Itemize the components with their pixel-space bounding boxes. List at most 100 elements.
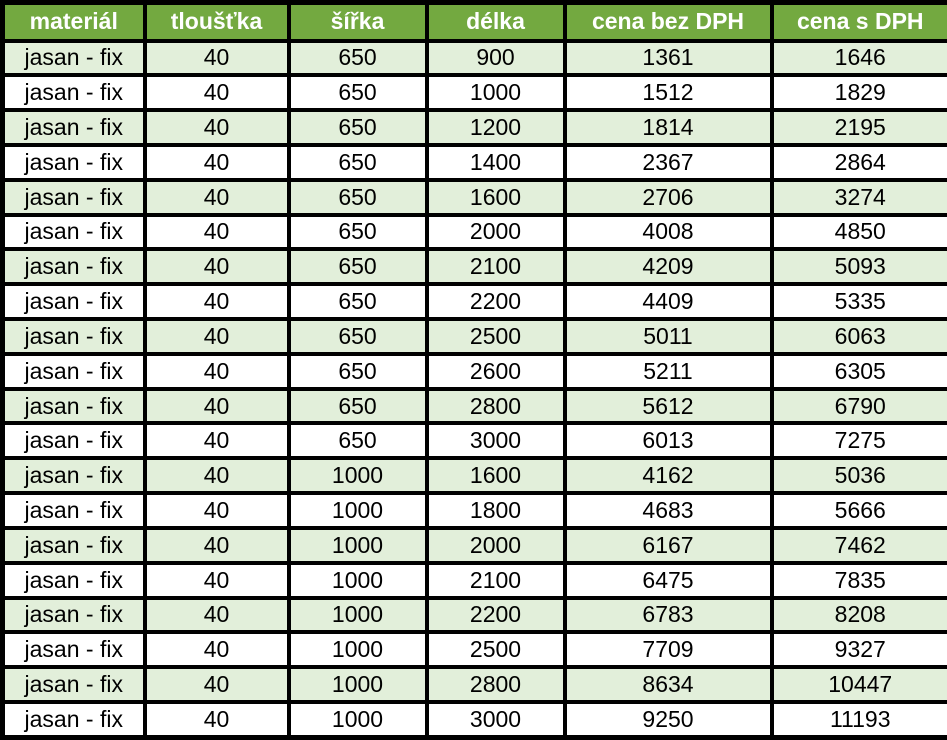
table-row: jasan - fix 40 650 1000 1512 1829 xyxy=(0,73,947,113)
cell-material: jasan - fix xyxy=(0,212,147,252)
cell-length: 2500 xyxy=(424,630,567,670)
cell-price-ex-vat: 9250 xyxy=(562,699,774,740)
cell-material: jasan - fix xyxy=(0,630,147,670)
cell-price-ex-vat: 4008 xyxy=(562,212,774,252)
cell-price-ex-vat: 4162 xyxy=(562,456,774,496)
cell-price-inc-vat: 5036 xyxy=(769,456,947,496)
cell-width: 1000 xyxy=(286,595,429,635)
cell-thickness: 40 xyxy=(142,630,291,670)
cell-price-inc-vat: 6305 xyxy=(769,351,947,391)
cell-material: jasan - fix xyxy=(0,177,147,217)
table-row: jasan - fix 40 650 1200 1814 2195 xyxy=(0,108,947,147)
cell-width: 650 xyxy=(286,212,429,252)
cell-price-inc-vat: 2864 xyxy=(769,142,947,182)
cell-price-ex-vat: 1512 xyxy=(562,73,774,113)
cell-length: 1800 xyxy=(424,491,567,530)
cell-material: jasan - fix xyxy=(0,421,147,461)
cell-thickness: 40 xyxy=(142,73,291,113)
cell-thickness: 40 xyxy=(142,491,291,530)
cell-thickness: 40 xyxy=(142,177,291,217)
column-header-material: materiál xyxy=(0,0,147,43)
cell-price-inc-vat: 11193 xyxy=(769,699,947,740)
cell-price-ex-vat: 6013 xyxy=(562,421,774,461)
cell-length: 1400 xyxy=(424,142,567,182)
table-row: jasan - fix 40 650 2600 5211 6305 xyxy=(0,351,947,391)
cell-length: 2600 xyxy=(424,351,567,391)
cell-price-inc-vat: 7462 xyxy=(769,525,947,565)
cell-price-ex-vat: 6783 xyxy=(562,595,774,635)
cell-length: 2800 xyxy=(424,665,567,704)
cell-width: 650 xyxy=(286,73,429,113)
cell-width: 650 xyxy=(286,247,429,287)
cell-material: jasan - fix xyxy=(0,108,147,147)
cell-length: 2200 xyxy=(424,282,567,321)
cell-thickness: 40 xyxy=(142,212,291,252)
cell-material: jasan - fix xyxy=(0,142,147,182)
table-row: jasan - fix 40 650 2500 5011 6063 xyxy=(0,317,947,356)
cell-material: jasan - fix xyxy=(0,595,147,635)
cell-price-ex-vat: 2367 xyxy=(562,142,774,182)
cell-material: jasan - fix xyxy=(0,282,147,321)
cell-material: jasan - fix xyxy=(0,491,147,530)
cell-length: 2000 xyxy=(424,525,567,565)
cell-price-ex-vat: 8634 xyxy=(562,665,774,704)
table-row: jasan - fix 40 1000 1600 4162 5036 xyxy=(0,456,947,496)
header-row: materiál tloušťka šířka délka cena bez D… xyxy=(0,0,947,43)
table-row: jasan - fix 40 650 1400 2367 2864 xyxy=(0,142,947,182)
column-header-length: délka xyxy=(424,0,567,43)
cell-length: 900 xyxy=(424,38,567,78)
cell-price-ex-vat: 2706 xyxy=(562,177,774,217)
table-row: jasan - fix 40 650 2800 5612 6790 xyxy=(0,386,947,426)
cell-width: 650 xyxy=(286,386,429,426)
cell-length: 1600 xyxy=(424,177,567,217)
cell-width: 650 xyxy=(286,142,429,182)
cell-length: 2100 xyxy=(424,560,567,600)
cell-thickness: 40 xyxy=(142,142,291,182)
cell-price-inc-vat: 1646 xyxy=(769,38,947,78)
cell-price-inc-vat: 2195 xyxy=(769,108,947,147)
cell-price-inc-vat: 9327 xyxy=(769,630,947,670)
cell-length: 3000 xyxy=(424,699,567,740)
cell-material: jasan - fix xyxy=(0,317,147,356)
cell-thickness: 40 xyxy=(142,665,291,704)
cell-width: 650 xyxy=(286,108,429,147)
cell-thickness: 40 xyxy=(142,247,291,287)
cell-price-inc-vat: 8208 xyxy=(769,595,947,635)
table-row: jasan - fix 40 1000 2500 7709 9327 xyxy=(0,630,947,670)
cell-length: 2800 xyxy=(424,386,567,426)
cell-width: 1000 xyxy=(286,491,429,530)
cell-material: jasan - fix xyxy=(0,38,147,78)
cell-price-inc-vat: 7275 xyxy=(769,421,947,461)
cell-price-ex-vat: 1361 xyxy=(562,38,774,78)
cell-material: jasan - fix xyxy=(0,665,147,704)
table-row: jasan - fix 40 650 2100 4209 5093 xyxy=(0,247,947,287)
cell-thickness: 40 xyxy=(142,595,291,635)
cell-material: jasan - fix xyxy=(0,525,147,565)
cell-price-ex-vat: 5211 xyxy=(562,351,774,391)
table-row: jasan - fix 40 650 3000 6013 7275 xyxy=(0,421,947,461)
table-row: jasan - fix 40 1000 1800 4683 5666 xyxy=(0,491,947,530)
table-row: jasan - fix 40 1000 2800 8634 10447 xyxy=(0,665,947,704)
cell-thickness: 40 xyxy=(142,525,291,565)
table-row: jasan - fix 40 1000 2200 6783 8208 xyxy=(0,595,947,635)
table-row: jasan - fix 40 650 2000 4008 4850 xyxy=(0,212,947,252)
cell-length: 3000 xyxy=(424,421,567,461)
cell-price-inc-vat: 7835 xyxy=(769,560,947,600)
column-header-price-ex-vat: cena bez DPH xyxy=(562,0,774,43)
cell-thickness: 40 xyxy=(142,351,291,391)
cell-material: jasan - fix xyxy=(0,386,147,426)
cell-price-ex-vat: 5612 xyxy=(562,386,774,426)
cell-width: 1000 xyxy=(286,665,429,704)
cell-price-inc-vat: 4850 xyxy=(769,212,947,252)
cell-material: jasan - fix xyxy=(0,456,147,496)
cell-price-ex-vat: 4683 xyxy=(562,491,774,530)
cell-price-inc-vat: 3274 xyxy=(769,177,947,217)
cell-price-ex-vat: 4409 xyxy=(562,282,774,321)
cell-length: 1200 xyxy=(424,108,567,147)
cell-thickness: 40 xyxy=(142,560,291,600)
price-table-header: materiál tloušťka šířka délka cena bez D… xyxy=(0,0,947,43)
cell-price-inc-vat: 6790 xyxy=(769,386,947,426)
table-row: jasan - fix 40 650 2200 4409 5335 xyxy=(0,282,947,321)
table-row: jasan - fix 40 1000 2000 6167 7462 xyxy=(0,525,947,565)
